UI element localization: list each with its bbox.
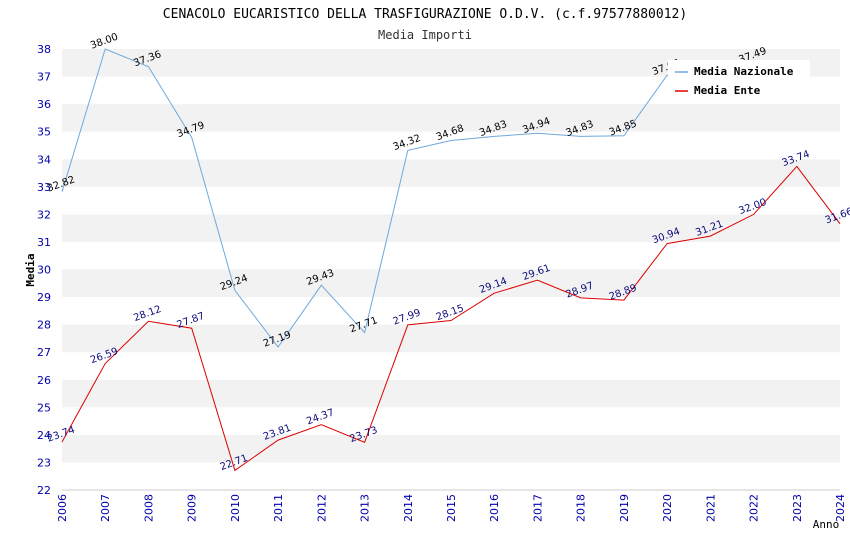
grid-band (62, 241, 840, 270)
y-tick-label: 36 (37, 98, 51, 111)
grid-band (62, 352, 840, 380)
x-tick-label: 2017 (531, 494, 544, 522)
x-tick-label: 2023 (791, 494, 804, 522)
grid-band (62, 462, 840, 490)
y-tick-label: 37 (37, 71, 51, 84)
series-lines (61, 48, 841, 472)
y-tick-label: 25 (37, 401, 51, 414)
y-tick-label: 29 (37, 291, 51, 304)
x-tick-label: 2020 (661, 494, 674, 522)
grid-band (62, 269, 840, 298)
y-tick-label: 27 (37, 346, 51, 359)
y-tick-label: 26 (37, 374, 51, 387)
chart-subtitle: Media Importi (378, 28, 472, 42)
x-tick-label: 2011 (272, 494, 285, 522)
legend-label-ente: Media Ente (694, 84, 761, 97)
y-tick-label: 28 (37, 319, 51, 332)
y-tick-label: 34 (37, 153, 51, 166)
x-tick-label: 2006 (56, 494, 69, 522)
y-tick-label: 32 (37, 208, 51, 221)
series-line-media-nazionale (61, 48, 754, 348)
y-tick-label: 30 (37, 264, 51, 277)
x-tick-label: 2018 (575, 494, 588, 522)
grid-band (62, 104, 840, 132)
x-axis-ticks: 2006 2007 2008 2009 2010 2011 2012 2013 2014 2015… (56, 494, 847, 522)
x-tick-label: 2008 (142, 494, 155, 522)
data-label-nazionale: 38.00 (89, 32, 120, 52)
legend-box (668, 60, 810, 102)
x-tick-label: 2014 (402, 494, 415, 522)
grid-band (62, 379, 840, 408)
y-tick-label: 31 (37, 236, 51, 249)
x-tick-label: 2015 (445, 494, 458, 522)
y-tick-label: 33 (37, 181, 51, 194)
chart-title: CENACOLO EUCARISTICO DELLA TRASFIGURAZIO… (163, 7, 687, 22)
x-tick-label: 2022 (748, 494, 761, 522)
y-tick-label: 38 (37, 43, 51, 56)
legend-label-nazionale: Media Nazionale (694, 65, 794, 78)
x-tick-label: 2007 (99, 494, 112, 522)
y-tick-label: 24 (37, 429, 51, 442)
grid-bands (62, 49, 840, 491)
y-axis-label: Media (24, 253, 37, 286)
grid-band (62, 214, 840, 242)
y-axis-ticks: 22 23 24 25 26 27 28 29 30 31 32 33 34 35 36 37 38 (37, 43, 51, 497)
grid-band (62, 407, 840, 435)
x-tick-label: 2019 (618, 494, 631, 522)
legend: Media Nazionale Media Ente (668, 60, 810, 102)
y-tick-label: 35 (37, 126, 51, 139)
x-tick-label: 2009 (186, 494, 199, 522)
grid-band (62, 434, 840, 463)
x-tick-label: 2013 (359, 494, 372, 522)
y-tick-label: 22 (37, 484, 51, 497)
x-tick-label: 2016 (488, 494, 501, 522)
x-tick-label: 2010 (229, 494, 242, 522)
grid-band (62, 131, 840, 160)
x-tick-label: 2012 (315, 494, 328, 522)
y-tick-label: 23 (37, 456, 51, 469)
grid-band (62, 186, 840, 215)
grid-band (62, 159, 840, 187)
series-line-media-ente (61, 165, 841, 472)
x-axis-label: Anno (813, 518, 840, 531)
x-tick-label: 2021 (704, 494, 717, 522)
x-tick-label: 2024 (834, 494, 847, 522)
